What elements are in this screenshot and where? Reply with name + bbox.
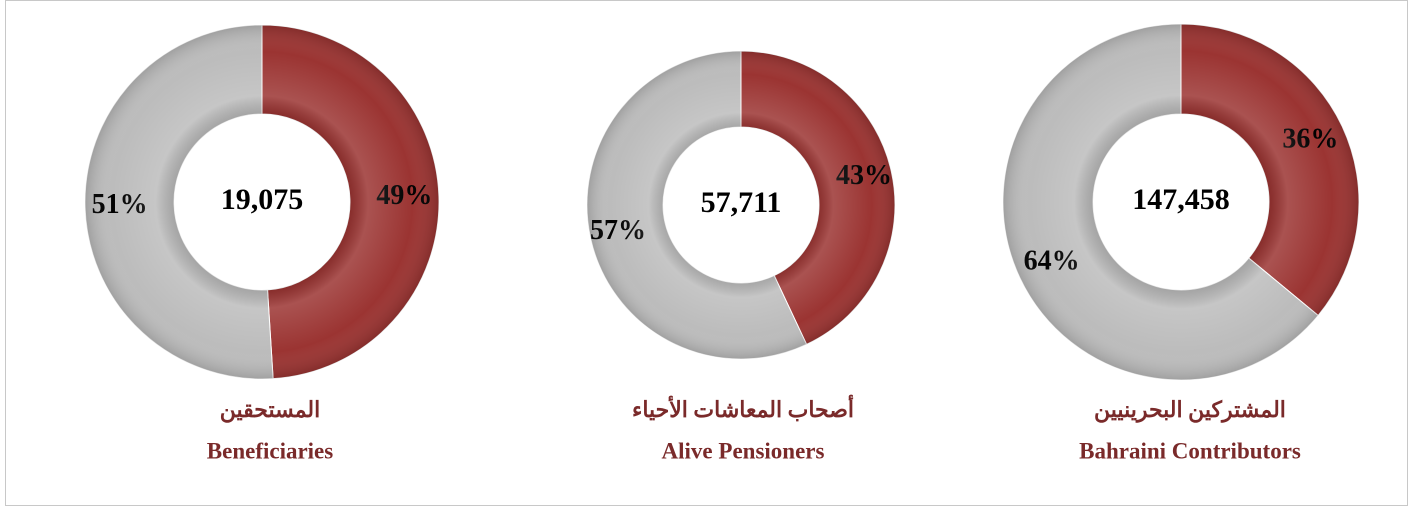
center-total: 57,711 [701,186,782,219]
value-label: 43% [836,160,892,191]
center-total: 147,458 [1132,183,1230,216]
donut-hole [1093,114,1269,290]
chart-title: أصحاب المعاشات الأحياء [632,394,854,422]
center-total: 19,075 [221,183,304,216]
chart-subtitle: Alive Pensioners [662,438,825,463]
donut-hole [663,127,819,283]
chart-subtitle: Beneficiaries [207,438,334,463]
value-label: 51% [92,189,148,220]
chart-title: المستحقين [220,397,321,423]
value-label: 49% [376,180,432,211]
value-label: 36% [1282,124,1338,155]
donut-hole [174,114,350,290]
value-label: 64% [1024,245,1080,276]
chart-subtitle: Bahraini Contributors [1079,438,1301,463]
value-label: 57% [590,215,646,246]
chart-title: المشتركين البحرينيين [1094,397,1286,423]
frame [5,0,1408,506]
